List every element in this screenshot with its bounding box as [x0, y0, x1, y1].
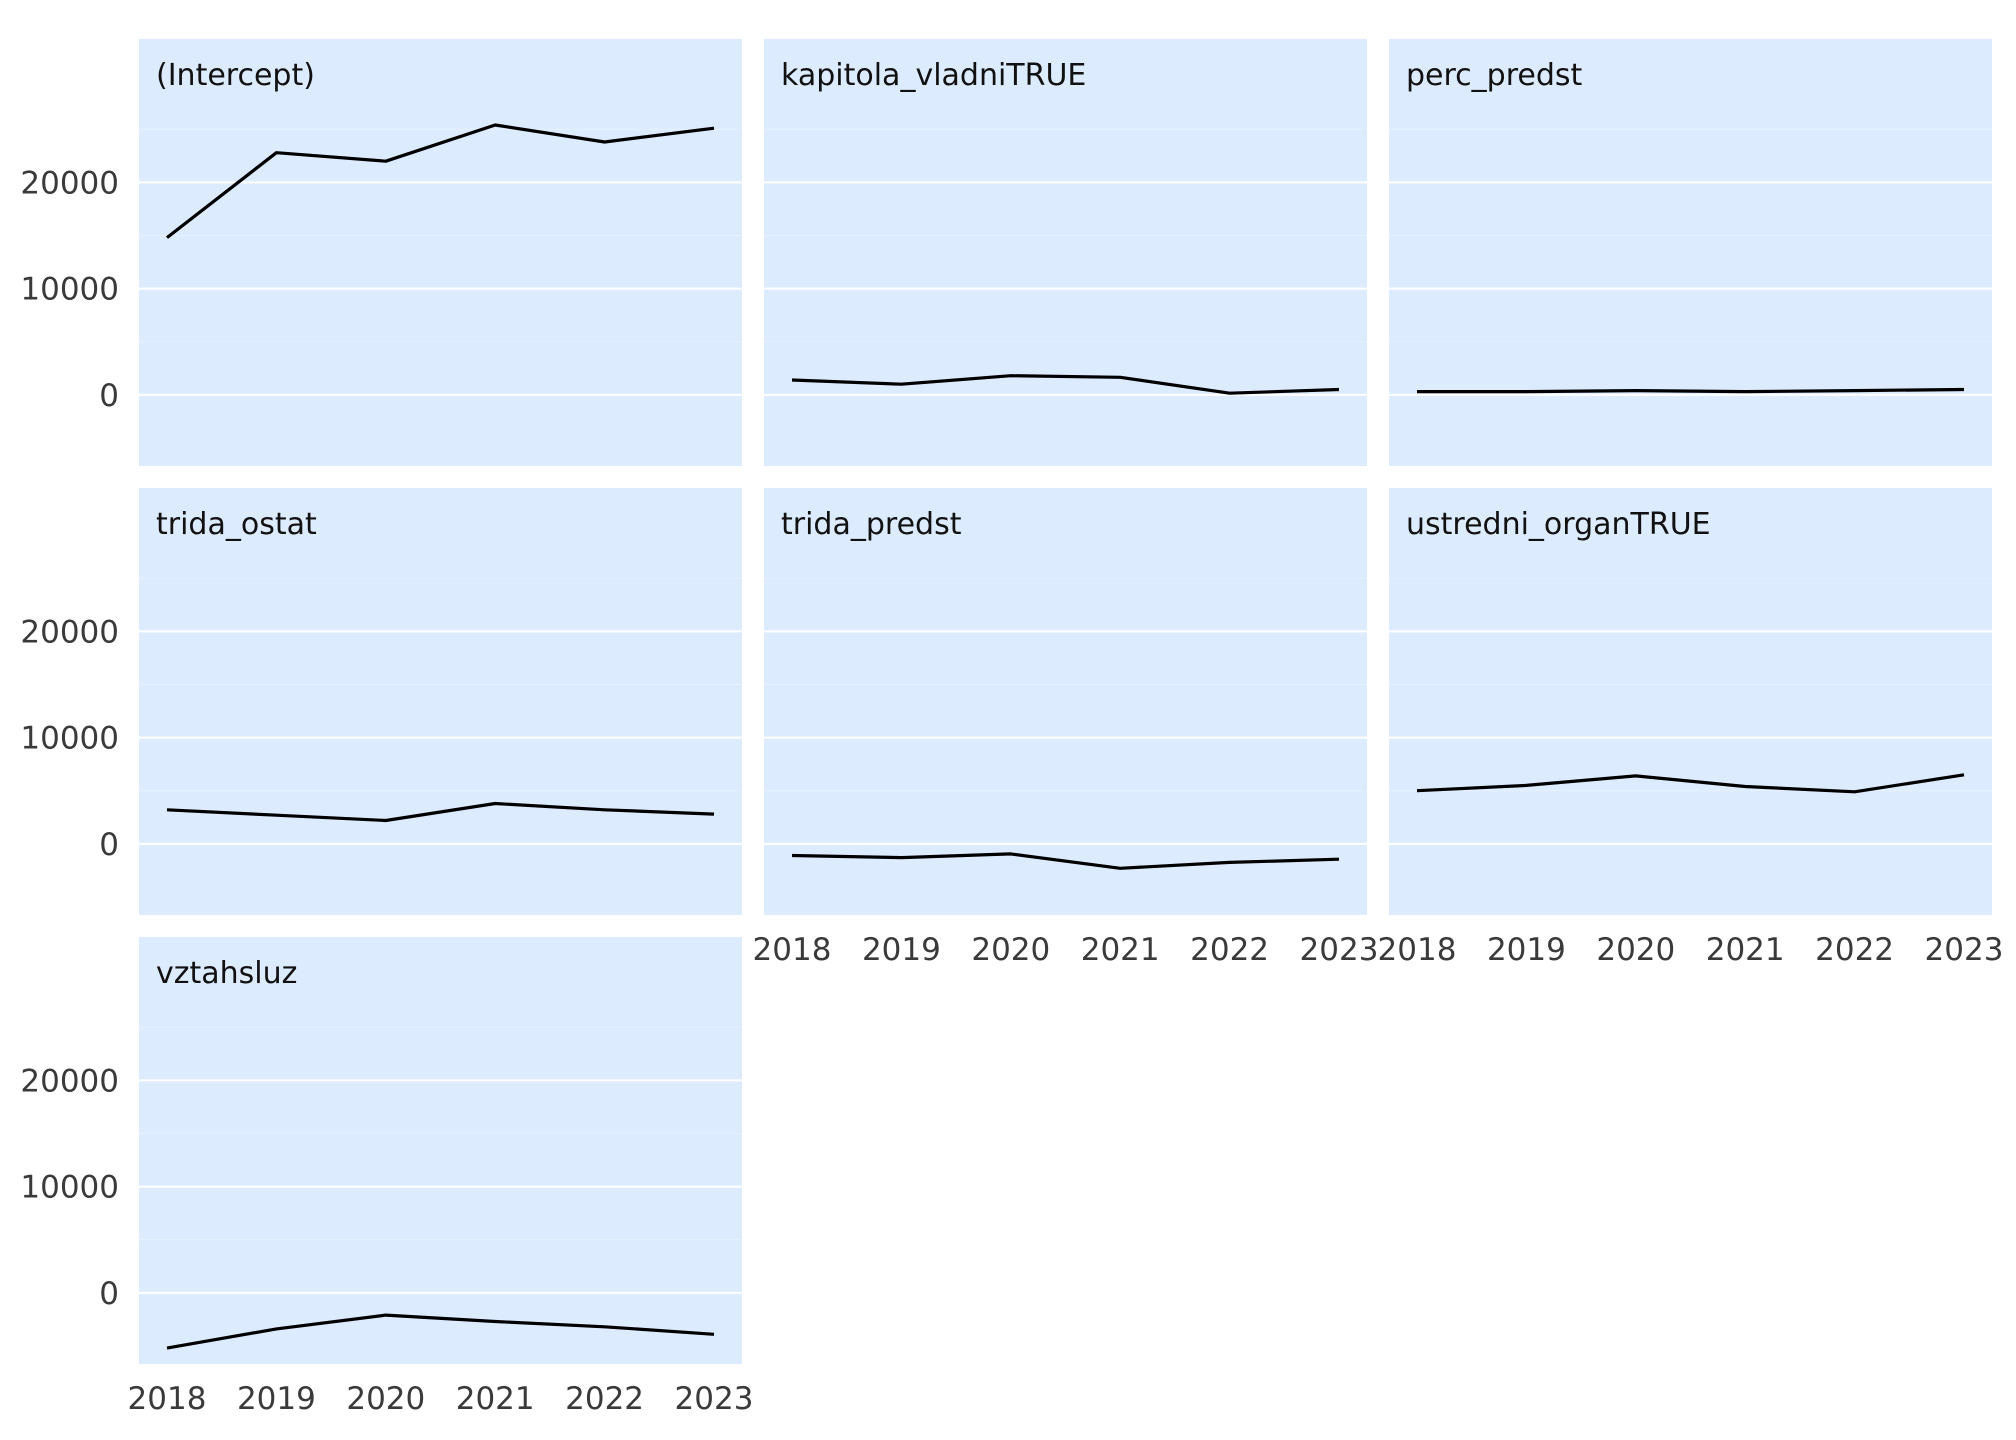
- panel-background: [1389, 39, 1992, 466]
- y-tick-label: 20000: [20, 1063, 119, 1099]
- facet-strip-label: kapitola_vladniTRUE: [781, 58, 1086, 93]
- x-tick-label: 2018: [1378, 932, 1457, 968]
- y-tick-label: 20000: [20, 165, 119, 201]
- facet-strip-label: trida_predst: [781, 507, 962, 542]
- facet-strip-label: perc_predst: [1406, 58, 1583, 93]
- series-line: [1416, 773, 1965, 794]
- series-line: [166, 801, 715, 823]
- x-tick-label: 2020: [971, 932, 1050, 968]
- x-tick-label: 2023: [1300, 932, 1379, 968]
- series-line: [791, 852, 1340, 870]
- facet-panel: vztahsluz 0 10000 20000 2018 2019 2020 2021 2022…: [20, 937, 753, 1417]
- panel-background: [139, 39, 742, 466]
- facet-panel: trida_predst 2018 2019 2020 2021 2022 2023: [753, 488, 1379, 968]
- series-line: [791, 374, 1340, 395]
- series-line: [1417, 387, 1965, 394]
- y-tick-label: 0: [99, 1276, 119, 1312]
- x-tick-label: 2020: [1596, 932, 1675, 968]
- y-tick-label: 10000: [20, 1170, 119, 1206]
- x-tick-label: 2022: [1815, 932, 1894, 968]
- x-tick-label: 2023: [675, 1381, 754, 1417]
- y-tick-label: 20000: [20, 614, 119, 650]
- y-tick-label: 0: [99, 378, 119, 414]
- x-tick-label: 2021: [1706, 932, 1785, 968]
- facet-strip-label: (Intercept): [156, 58, 315, 93]
- panel-background: [764, 488, 1367, 915]
- facet-panel: trida_ostat 0 10000 20000: [20, 488, 742, 915]
- facet-panel: (Intercept) 0 10000 20000: [20, 39, 742, 466]
- series-line: [166, 1313, 715, 1350]
- series-line: [166, 123, 715, 239]
- y-tick-label: 10000: [20, 272, 119, 308]
- x-tick-label: 2023: [1925, 932, 2004, 968]
- x-tick-label: 2019: [862, 932, 941, 968]
- y-tick-label: 10000: [20, 721, 119, 757]
- facet-panel: ustredni_organTRUE 2018 2019 2020 2021 2022 20…: [1378, 488, 2004, 968]
- x-tick-label: 2021: [1081, 932, 1160, 968]
- x-tick-label: 2020: [346, 1381, 425, 1417]
- facet-strip-label: trida_ostat: [156, 507, 317, 542]
- panel-background: [764, 39, 1367, 466]
- x-tick-label: 2022: [1190, 932, 1269, 968]
- panel-background: [139, 937, 742, 1364]
- x-tick-label: 2018: [128, 1381, 207, 1417]
- x-tick-label: 2021: [456, 1381, 535, 1417]
- panel-background: [139, 488, 742, 915]
- facet-strip-label: ustredni_organTRUE: [1406, 507, 1711, 542]
- x-tick-label: 2022: [565, 1381, 644, 1417]
- x-tick-label: 2018: [753, 932, 832, 968]
- facet-panel: perc_predst: [1389, 39, 1992, 466]
- y-tick-label: 0: [99, 827, 119, 863]
- facet-panel: kapitola_vladniTRUE: [764, 39, 1367, 466]
- panel-background: [1389, 488, 1992, 915]
- x-tick-label: 2019: [1487, 932, 1566, 968]
- x-tick-label: 2019: [237, 1381, 316, 1417]
- facet-strip-label: vztahsluz: [156, 956, 297, 991]
